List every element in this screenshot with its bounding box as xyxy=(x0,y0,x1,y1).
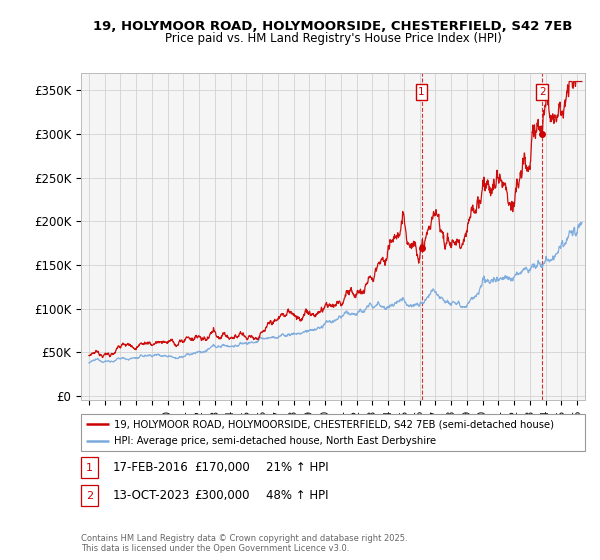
Text: 21% ↑ HPI: 21% ↑ HPI xyxy=(266,461,328,474)
Text: £300,000: £300,000 xyxy=(194,489,250,502)
Text: 19, HOLYMOOR ROAD, HOLYMOORSIDE, CHESTERFIELD, S42 7EB: 19, HOLYMOOR ROAD, HOLYMOORSIDE, CHESTER… xyxy=(94,20,572,32)
Text: Contains HM Land Registry data © Crown copyright and database right 2025.
This d: Contains HM Land Registry data © Crown c… xyxy=(81,534,407,553)
Text: 1: 1 xyxy=(86,463,93,473)
Text: 17-FEB-2016: 17-FEB-2016 xyxy=(113,461,188,474)
Text: £170,000: £170,000 xyxy=(194,461,250,474)
Text: 1: 1 xyxy=(418,87,425,97)
Text: 13-OCT-2023: 13-OCT-2023 xyxy=(113,489,190,502)
Text: Price paid vs. HM Land Registry's House Price Index (HPI): Price paid vs. HM Land Registry's House … xyxy=(164,32,502,45)
Text: 2: 2 xyxy=(86,491,93,501)
Text: 19, HOLYMOOR ROAD, HOLYMOORSIDE, CHESTERFIELD, S42 7EB (semi-detached house): 19, HOLYMOOR ROAD, HOLYMOORSIDE, CHESTER… xyxy=(114,419,554,429)
Text: HPI: Average price, semi-detached house, North East Derbyshire: HPI: Average price, semi-detached house,… xyxy=(114,436,436,446)
Text: 48% ↑ HPI: 48% ↑ HPI xyxy=(266,489,328,502)
Text: 2: 2 xyxy=(539,87,545,97)
